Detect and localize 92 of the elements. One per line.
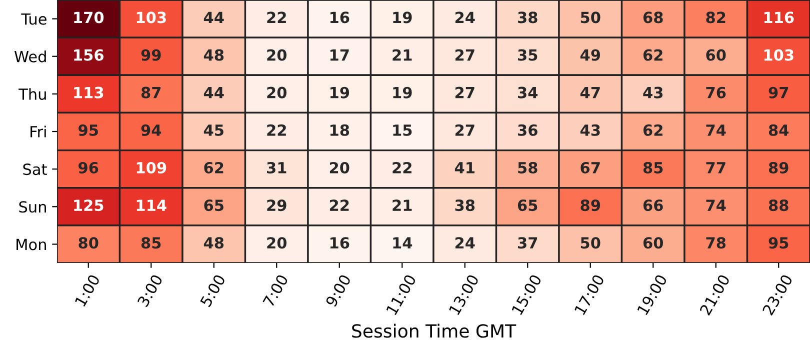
data-label: 62 [643, 124, 662, 136]
data-label: 20 [267, 86, 287, 98]
data-label: 36 [518, 124, 538, 136]
data-label: 16 [330, 12, 350, 24]
data-label: 77 [706, 162, 726, 174]
data-label: 15 [393, 124, 412, 136]
data-label: 31 [267, 162, 286, 174]
data-label: 38 [518, 12, 538, 24]
y-tick-label: Tue [21, 13, 46, 25]
data-label: 29 [267, 200, 286, 212]
data-label: 27 [455, 124, 474, 136]
data-label: 38 [455, 200, 475, 212]
data-label: 14 [393, 237, 412, 248]
data-label: 44 [204, 87, 224, 98]
data-label: 67 [580, 162, 600, 174]
data-label: 116 [764, 12, 794, 24]
data-label: 34 [518, 86, 538, 98]
data-label: 109 [136, 162, 166, 174]
data-label: 103 [136, 12, 166, 24]
data-label: 43 [580, 124, 600, 136]
data-label: 78 [706, 237, 726, 249]
data-label: 156 [74, 49, 104, 61]
data-label: 85 [141, 237, 161, 249]
data-label: 99 [141, 49, 161, 61]
y-tick-label: Fri [30, 126, 46, 138]
data-label: 24 [455, 12, 475, 23]
x-axis-title: Session Time GMT [352, 324, 516, 338]
data-label: 88 [768, 200, 788, 212]
data-label: 80 [78, 237, 98, 249]
data-label: 50 [580, 12, 600, 24]
data-label: 22 [267, 12, 286, 23]
data-label: 125 [74, 200, 104, 212]
data-label: 20 [330, 162, 350, 174]
data-label: 89 [768, 162, 788, 174]
data-label: 62 [643, 49, 662, 61]
data-label: 97 [768, 86, 788, 98]
y-tick-label: Sun [19, 201, 46, 213]
data-label: 66 [643, 200, 663, 212]
data-label: 21 [392, 200, 412, 211]
data-label: 95 [78, 124, 98, 136]
data-label: 20 [267, 49, 287, 61]
data-label: 16 [330, 237, 350, 249]
data-label: 58 [518, 162, 538, 174]
data-label: 96 [78, 162, 98, 174]
data-label: 48 [204, 237, 224, 249]
data-label: 113 [74, 86, 104, 98]
data-label: 65 [204, 200, 224, 212]
data-label: 82 [706, 12, 726, 24]
data-label: 62 [204, 162, 224, 174]
data-label: 84 [768, 124, 789, 136]
data-label: 47 [580, 87, 600, 98]
data-label: 19 [330, 86, 350, 98]
data-label: 114 [136, 200, 166, 211]
data-label: 37 [518, 237, 538, 249]
data-label: 89 [580, 200, 600, 212]
data-label: 48 [204, 49, 224, 61]
data-label: 17 [330, 49, 349, 61]
data-label: 18 [330, 124, 350, 136]
data-label: 24 [455, 237, 475, 248]
data-label: 60 [643, 237, 664, 249]
data-label: 19 [393, 12, 412, 24]
data-label: 76 [706, 86, 726, 98]
data-label: 49 [580, 49, 600, 61]
data-label: 22 [267, 124, 286, 136]
y-tick-label: Mon [16, 238, 46, 250]
data-label: 65 [518, 200, 538, 212]
data-label: 68 [643, 12, 663, 24]
data-label: 27 [455, 49, 474, 61]
data-label: 95 [768, 237, 788, 249]
data-label: 22 [392, 162, 412, 174]
data-label: 45 [204, 124, 224, 136]
y-tick-label: Thu [18, 88, 46, 100]
data-label: 103 [764, 49, 794, 61]
y-tick-label: Sat [23, 164, 47, 176]
data-label: 43 [643, 86, 663, 98]
data-label: 170 [74, 12, 104, 24]
data-label: 87 [141, 86, 161, 98]
y-tick-label: Wed [14, 50, 46, 62]
data-label: 19 [393, 86, 412, 98]
data-label: 27 [455, 86, 474, 98]
data-label: 74 [706, 200, 726, 211]
data-label: 94 [141, 124, 162, 136]
data-label: 41 [454, 162, 474, 174]
data-label: 85 [643, 162, 663, 174]
data-label: 44 [204, 12, 224, 23]
data-label: 20 [267, 237, 287, 249]
data-label: 60 [706, 49, 726, 61]
data-label: 22 [330, 200, 349, 211]
data-label: 74 [706, 124, 726, 136]
data-label: 21 [392, 49, 412, 61]
data-label: 50 [580, 237, 600, 249]
data-label: 35 [518, 49, 538, 61]
